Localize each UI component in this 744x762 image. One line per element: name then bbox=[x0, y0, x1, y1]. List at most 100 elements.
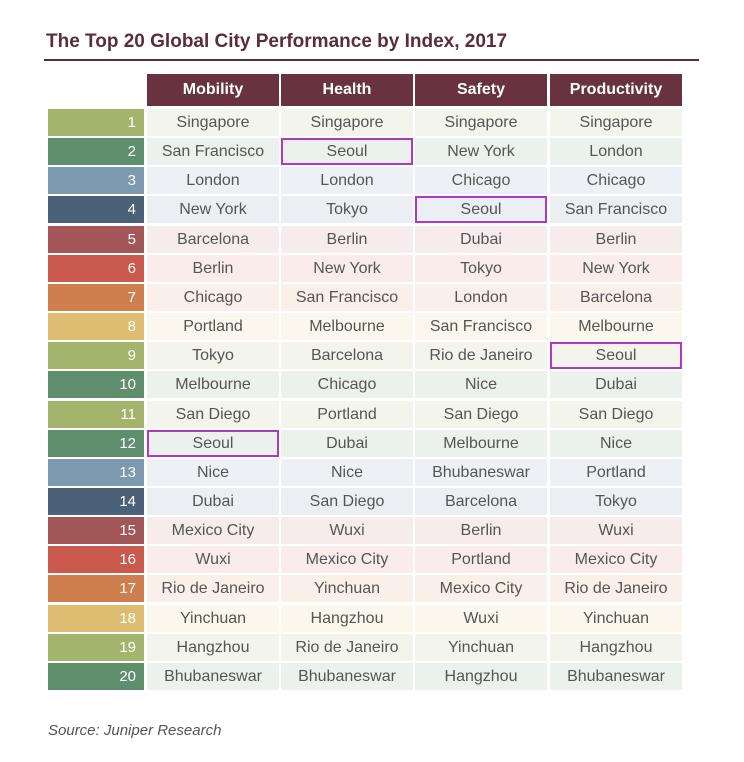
city-cell: Melbourne bbox=[550, 313, 682, 340]
rank-label: 12 bbox=[48, 430, 144, 457]
city-cell: Singapore bbox=[415, 109, 547, 136]
city-cell: Chicago bbox=[415, 167, 547, 194]
column-header-safety: Safety bbox=[415, 74, 547, 106]
rank-label: 1 bbox=[48, 109, 144, 136]
city-cell: Nice bbox=[550, 430, 682, 457]
city-cell: Portland bbox=[147, 313, 279, 340]
rank-label: 4 bbox=[48, 196, 144, 223]
rank-label: 6 bbox=[48, 255, 144, 282]
city-cell: London bbox=[281, 167, 413, 194]
rank-label: 18 bbox=[48, 605, 144, 632]
rank-label: 15 bbox=[48, 517, 144, 544]
source-note: Source: Juniper Research bbox=[48, 722, 222, 739]
rank-label: 9 bbox=[48, 342, 144, 369]
city-cell: San Diego bbox=[415, 401, 547, 428]
city-cell: Hangzhou bbox=[147, 634, 279, 661]
city-cell: Nice bbox=[415, 371, 547, 398]
highlighted-city-cell: Seoul bbox=[147, 430, 279, 457]
city-cell: Dubai bbox=[415, 226, 547, 253]
title-rule bbox=[44, 59, 699, 61]
column-header-health: Health bbox=[281, 74, 413, 106]
rank-label: 8 bbox=[48, 313, 144, 340]
rank-label: 19 bbox=[48, 634, 144, 661]
rank-label: 10 bbox=[48, 371, 144, 398]
rank-label: 2 bbox=[48, 138, 144, 165]
highlighted-city-cell: Seoul bbox=[415, 196, 547, 223]
city-cell: Melbourne bbox=[415, 430, 547, 457]
city-cell: Mexico City bbox=[147, 517, 279, 544]
rank-label: 13 bbox=[48, 459, 144, 486]
city-cell: Berlin bbox=[147, 255, 279, 282]
city-cell: Portland bbox=[550, 459, 682, 486]
city-cell: Dubai bbox=[281, 430, 413, 457]
city-cell: Nice bbox=[281, 459, 413, 486]
city-cell: Barcelona bbox=[147, 226, 279, 253]
city-cell: Tokyo bbox=[281, 196, 413, 223]
city-cell: Singapore bbox=[147, 109, 279, 136]
city-cell: San Francisco bbox=[147, 138, 279, 165]
city-cell: Yinchuan bbox=[281, 575, 413, 602]
city-cell: Dubai bbox=[550, 371, 682, 398]
city-cell: Mexico City bbox=[281, 546, 413, 573]
rank-label: 5 bbox=[48, 226, 144, 253]
city-cell: Wuxi bbox=[281, 517, 413, 544]
city-cell: Rio de Janeiro bbox=[281, 634, 413, 661]
city-cell: Barcelona bbox=[415, 488, 547, 515]
city-cell: Portland bbox=[281, 401, 413, 428]
city-cell: Bhubaneswar bbox=[415, 459, 547, 486]
rank-label: 20 bbox=[48, 663, 144, 690]
column-header-mobility: Mobility bbox=[147, 74, 279, 106]
city-cell: Tokyo bbox=[550, 488, 682, 515]
city-cell: New York bbox=[415, 138, 547, 165]
column-header-productivity: Productivity bbox=[550, 74, 682, 106]
rank-label: 7 bbox=[48, 284, 144, 311]
city-cell: San Francisco bbox=[281, 284, 413, 311]
city-cell: San Diego bbox=[550, 401, 682, 428]
rank-label: 14 bbox=[48, 488, 144, 515]
city-cell: Chicago bbox=[550, 167, 682, 194]
city-cell: San Diego bbox=[147, 401, 279, 428]
city-cell: Mexico City bbox=[415, 575, 547, 602]
city-cell: Rio de Janeiro bbox=[550, 575, 682, 602]
city-cell: Yinchuan bbox=[415, 634, 547, 661]
city-cell: Berlin bbox=[281, 226, 413, 253]
city-cell: Wuxi bbox=[147, 546, 279, 573]
city-cell: New York bbox=[147, 196, 279, 223]
city-cell: Portland bbox=[415, 546, 547, 573]
city-cell: London bbox=[415, 284, 547, 311]
city-cell: Berlin bbox=[550, 226, 682, 253]
city-cell: Dubai bbox=[147, 488, 279, 515]
city-cell: Barcelona bbox=[550, 284, 682, 311]
city-cell: Tokyo bbox=[147, 342, 279, 369]
city-cell: Rio de Janeiro bbox=[415, 342, 547, 369]
city-cell: London bbox=[147, 167, 279, 194]
city-cell: Wuxi bbox=[415, 605, 547, 632]
rank-label: 17 bbox=[48, 575, 144, 602]
city-cell: London bbox=[550, 138, 682, 165]
city-cell: Singapore bbox=[281, 109, 413, 136]
city-cell: Singapore bbox=[550, 109, 682, 136]
city-cell: Hangzhou bbox=[550, 634, 682, 661]
rank-label: 3 bbox=[48, 167, 144, 194]
city-cell: Wuxi bbox=[550, 517, 682, 544]
city-cell: Nice bbox=[147, 459, 279, 486]
city-cell: Chicago bbox=[147, 284, 279, 311]
city-cell: Barcelona bbox=[281, 342, 413, 369]
city-cell: Yinchuan bbox=[550, 605, 682, 632]
city-cell: Bhubaneswar bbox=[147, 663, 279, 690]
city-cell: Yinchuan bbox=[147, 605, 279, 632]
city-cell: Rio de Janeiro bbox=[147, 575, 279, 602]
city-cell: Hangzhou bbox=[281, 605, 413, 632]
city-cell: Berlin bbox=[415, 517, 547, 544]
city-cell: Mexico City bbox=[550, 546, 682, 573]
city-cell: San Francisco bbox=[415, 313, 547, 340]
city-cell: Bhubaneswar bbox=[281, 663, 413, 690]
rank-label: 16 bbox=[48, 546, 144, 573]
city-cell: Bhubaneswar bbox=[550, 663, 682, 690]
highlighted-city-cell: Seoul bbox=[550, 342, 682, 369]
city-cell: San Diego bbox=[281, 488, 413, 515]
highlighted-city-cell: Seoul bbox=[281, 138, 413, 165]
city-cell: New York bbox=[550, 255, 682, 282]
city-cell: San Francisco bbox=[550, 196, 682, 223]
city-cell: Tokyo bbox=[415, 255, 547, 282]
